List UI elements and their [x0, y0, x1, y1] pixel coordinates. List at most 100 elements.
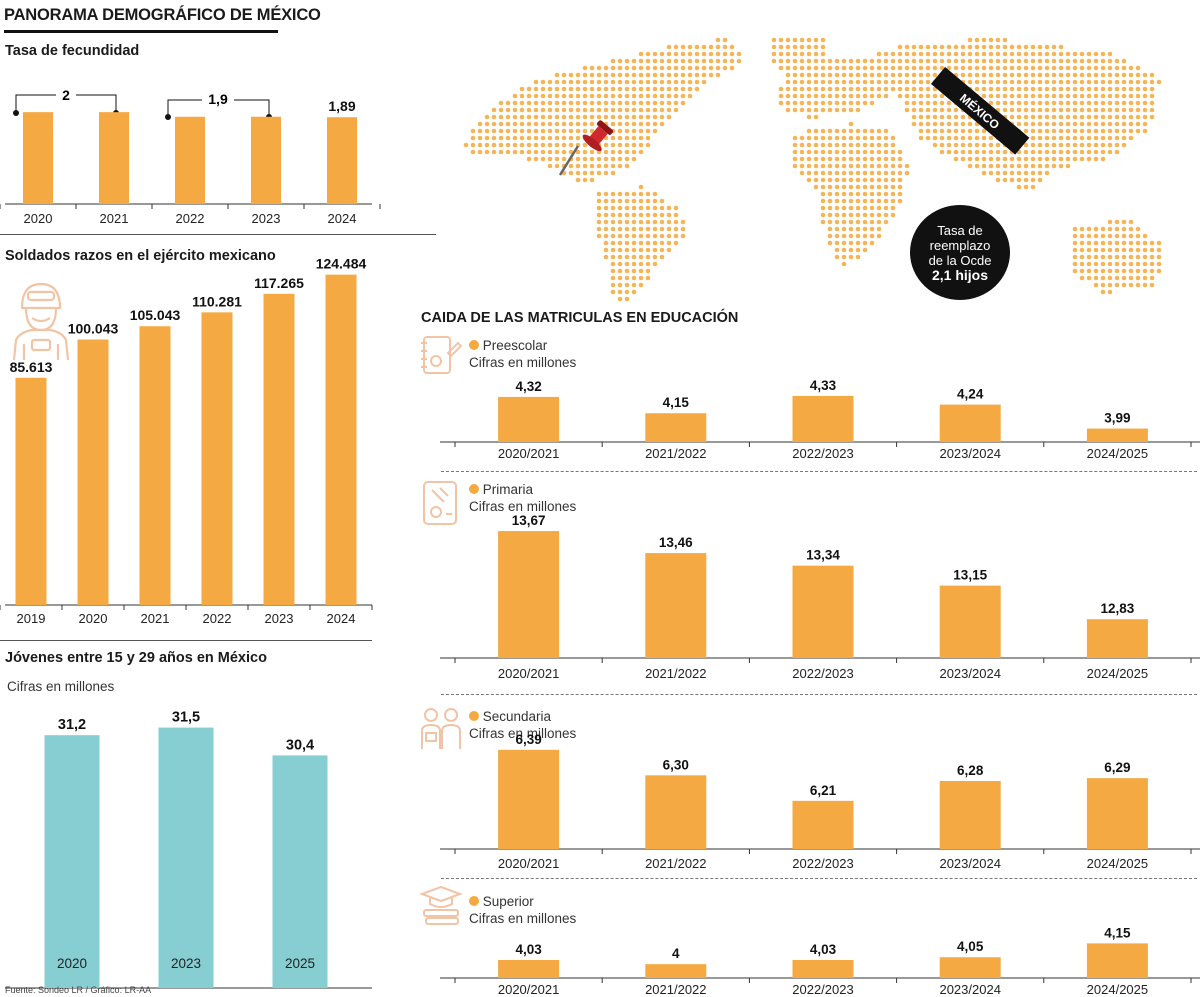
map-dot [673, 58, 679, 64]
map-dot [953, 156, 959, 162]
map-dot [785, 100, 791, 106]
map-dot [603, 212, 609, 218]
map-dot [568, 114, 574, 120]
map-dot [911, 72, 917, 78]
map-dot [1121, 72, 1127, 78]
map-dot [799, 51, 805, 57]
map-dot [547, 100, 553, 106]
secundaria-value-label: 6,29 [1104, 760, 1130, 775]
map-dot [631, 247, 637, 253]
map-dot [799, 163, 805, 169]
map-dot [624, 205, 630, 211]
map-dot [862, 212, 868, 218]
map-dot [561, 100, 567, 106]
map-dot [666, 79, 672, 85]
map-dot [876, 79, 882, 85]
map-dot [1016, 93, 1022, 99]
map-dot [610, 86, 616, 92]
map-dot [1023, 142, 1029, 148]
map-dot [904, 72, 910, 78]
map-dot [638, 184, 644, 190]
map-dot [470, 142, 476, 148]
map-dot [1030, 163, 1036, 169]
map-dot [589, 170, 595, 176]
map-dot [1121, 128, 1127, 134]
map-dot [1128, 93, 1134, 99]
map-dot [1051, 51, 1057, 57]
map-dot [533, 107, 539, 113]
map-dot [1002, 100, 1008, 106]
map-dot [638, 219, 644, 225]
map-dot [862, 177, 868, 183]
map-dot [876, 65, 882, 71]
map-dot [561, 86, 567, 92]
map-dot [526, 128, 532, 134]
map-dot [981, 58, 987, 64]
map-dot [967, 121, 973, 127]
map-dot [806, 93, 812, 99]
map-dot [1037, 107, 1043, 113]
map-dot [617, 128, 623, 134]
map-dot [1037, 163, 1043, 169]
map-dot [631, 65, 637, 71]
map-dot [1135, 72, 1141, 78]
map-dot [946, 58, 952, 64]
map-dot [834, 254, 840, 260]
map-dot [1093, 114, 1099, 120]
map-dot [610, 226, 616, 232]
soldados-category-label: 2021 [141, 611, 170, 626]
map-dot [1065, 93, 1071, 99]
map-dot [883, 86, 889, 92]
map-dot [855, 233, 861, 239]
section-divider [0, 640, 372, 641]
map-dot [1093, 107, 1099, 113]
map-dot [519, 93, 525, 99]
map-dot [554, 163, 560, 169]
map-dot [974, 86, 980, 92]
map-dot [869, 240, 875, 246]
map-dot [1016, 163, 1022, 169]
map-dot [1121, 135, 1127, 141]
map-dot [988, 79, 994, 85]
section-divider-dashed [441, 471, 1197, 472]
map-dot [659, 121, 665, 127]
map-dot [631, 212, 637, 218]
map-dot [1037, 93, 1043, 99]
map-dot [631, 58, 637, 64]
map-dot [568, 93, 574, 99]
map-dot [680, 79, 686, 85]
map-dot [694, 44, 700, 50]
map-dot [813, 135, 819, 141]
page-title: PANORAMA DEMOGRÁFICO DE MÉXICO [4, 6, 321, 24]
badge-line-2: reemplazo [929, 237, 991, 253]
map-dot [1128, 100, 1134, 106]
map-dot [855, 107, 861, 113]
map-dot [855, 184, 861, 190]
map-dot [939, 44, 945, 50]
map-dot [603, 79, 609, 85]
map-dot [659, 212, 665, 218]
map-dot [890, 58, 896, 64]
map-dot [729, 58, 735, 64]
primaria-unit: Cifras en millones [469, 499, 577, 514]
map-dot [1100, 240, 1106, 246]
secundaria-unit: Cifras en millones [469, 726, 577, 741]
map-dot [1142, 100, 1148, 106]
map-dot [1002, 170, 1008, 176]
map-dot [596, 163, 602, 169]
map-dot [561, 128, 567, 134]
map-dot [890, 149, 896, 155]
map-dot [967, 72, 973, 78]
map-dot [680, 226, 686, 232]
map-dot [638, 93, 644, 99]
map-dot [820, 107, 826, 113]
map-dot [946, 135, 952, 141]
map-dot [484, 121, 490, 127]
map-dot [820, 163, 826, 169]
superior-bar [939, 957, 1001, 978]
map-dot [1086, 149, 1092, 155]
map-dot [491, 107, 497, 113]
map-dot [1142, 275, 1148, 281]
map-dot [554, 107, 560, 113]
